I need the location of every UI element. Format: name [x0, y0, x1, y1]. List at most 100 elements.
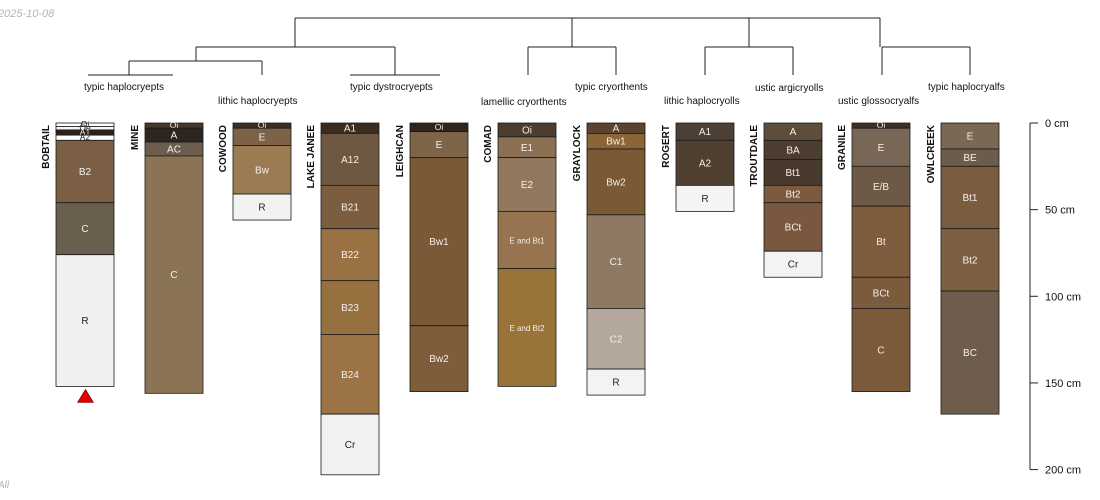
- horizon: E: [940, 122, 1000, 150]
- horizon-label: Bt1: [962, 193, 977, 204]
- horizon-label: E: [436, 140, 443, 151]
- depth-axis: 0 cm 50 cm 100 cm 150 cm 200 cm: [1029, 118, 1081, 477]
- horizon-band: [851, 205, 911, 278]
- horizon-band: [320, 280, 380, 335]
- horizon: Bw2: [586, 148, 646, 216]
- dendrogram: [88, 17, 971, 76]
- horizon: E: [232, 127, 292, 146]
- horizon: Cr: [763, 250, 823, 278]
- horizon-band: [851, 276, 911, 309]
- profile-name: OWLCREEK: [926, 124, 937, 183]
- horizon-label: A: [171, 131, 178, 142]
- horizon-label: Oi: [435, 122, 444, 132]
- horizon-label: R: [612, 378, 619, 389]
- horizon-label: C2: [610, 334, 623, 345]
- horizon-label: E: [259, 132, 266, 143]
- profile-mine: OiA AC C MINE: [130, 120, 204, 394]
- horizon-label: Bt1: [785, 168, 800, 179]
- horizon: Oi: [409, 122, 469, 133]
- horizon: AC: [144, 141, 204, 157]
- subgroup-label-g5: typic cryorthents: [575, 82, 648, 93]
- horizon-label: Cr: [788, 260, 799, 271]
- profile-name: LEIGHCAN: [395, 125, 406, 177]
- horizon-label: AC: [167, 144, 181, 155]
- profile-name: TROUTDALE: [749, 125, 760, 187]
- horizon-band: [851, 308, 911, 393]
- horizon-label: Cr: [345, 440, 356, 451]
- horizon-label: BCt: [785, 222, 802, 233]
- horizon-label: Oe: [79, 123, 91, 133]
- profile-name: GRAYLOCK: [572, 124, 583, 181]
- horizon-label: Oi: [81, 119, 90, 129]
- horizon: E and Bt2: [497, 268, 557, 387]
- horizon: BCt: [763, 202, 823, 252]
- horizon-band: [409, 325, 469, 393]
- profile-cowood: Oi E Bw R COWOOD: [218, 120, 292, 221]
- horizon-label: B23: [341, 303, 359, 314]
- horizon: R: [586, 368, 646, 396]
- horizon: B2: [55, 139, 115, 204]
- horizon: A: [763, 122, 823, 141]
- horizon: C2: [586, 308, 646, 370]
- bedrock-marker-icon: [76, 388, 95, 403]
- horizon-label: Bt2: [785, 190, 800, 201]
- horizon: E1: [497, 136, 557, 159]
- horizon-band: [144, 155, 204, 394]
- horizon: C: [851, 308, 911, 393]
- horizon: B23: [320, 280, 380, 335]
- horizon-label: BC: [963, 348, 977, 359]
- subgroup-label-g2: lithic haplocryepts: [218, 96, 297, 107]
- horizon-label: Bw2: [429, 354, 449, 365]
- horizon-band: [320, 132, 380, 186]
- horizon: A1: [675, 122, 735, 141]
- subgroup-label-g6: lithic haplocryolls: [664, 96, 740, 107]
- horizon: A: [586, 122, 646, 135]
- horizon-band: [320, 413, 380, 476]
- horizon-label: E/B: [873, 182, 889, 193]
- horizon-label: E2: [521, 180, 534, 191]
- horizon-label: C1: [610, 257, 623, 268]
- subgroup-labels: typic haplocryepts lithic haplocryepts typ…: [84, 82, 1005, 108]
- horizon: C1: [586, 214, 646, 309]
- subgroup-label-g7: ustic argicryolls: [755, 83, 823, 94]
- horizon: A12: [320, 132, 380, 186]
- horizon-band: [409, 157, 469, 327]
- profile-name: ROGERT: [661, 125, 672, 168]
- horizon-label: A12: [341, 155, 359, 166]
- horizon-band: [232, 193, 292, 221]
- horizon: E2: [497, 157, 557, 212]
- horizon-label: A: [790, 127, 797, 138]
- horizon-label: B22: [341, 250, 359, 261]
- horizon-label: E and Bt2: [509, 324, 545, 333]
- horizon: C: [144, 155, 204, 394]
- profile-name: COMAD: [483, 125, 494, 163]
- horizon-band: [851, 127, 911, 167]
- horizon-band: [497, 210, 557, 269]
- horizon: BE: [940, 148, 1000, 167]
- horizon-label: E1: [521, 143, 534, 154]
- horizon-label: B2: [79, 167, 92, 178]
- depth-tick-label: 150 cm: [1045, 378, 1081, 390]
- horizon-band: [497, 157, 557, 212]
- horizon-label: A1: [344, 124, 357, 135]
- depth-tick-label: 0 cm: [1045, 118, 1069, 130]
- horizon-band: [675, 184, 735, 212]
- horizon: Oi: [497, 122, 557, 138]
- horizon: Bt1: [763, 158, 823, 186]
- profile-rogert: A1 A2 R ROGERT: [661, 122, 735, 212]
- horizon-band: [763, 250, 823, 278]
- profile-leighcan: Oi E Bw1 Bw2 LEIGHCAN: [395, 122, 469, 393]
- horizon: A2: [675, 139, 735, 186]
- horizon: R: [232, 193, 292, 221]
- horizon-band: [586, 148, 646, 216]
- depth-tick-label: 200 cm: [1045, 465, 1081, 477]
- depth-tick-label: 100 cm: [1045, 291, 1081, 303]
- horizon-band: [586, 368, 646, 396]
- profile-name: LAKE JANEE: [306, 125, 317, 189]
- horizon-label: A1: [699, 127, 712, 138]
- horizon: Cr: [320, 413, 380, 476]
- horizon-label: Bw1: [606, 137, 626, 148]
- horizon-label: R: [81, 316, 88, 327]
